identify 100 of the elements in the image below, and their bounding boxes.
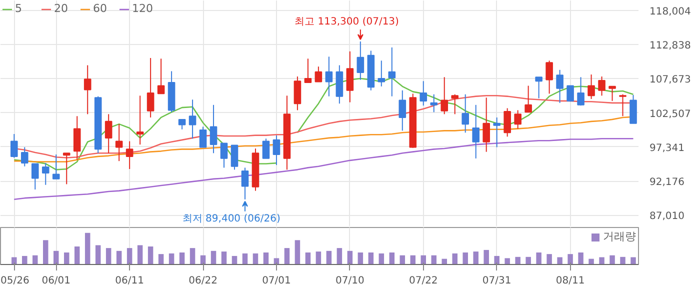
y-tick-label: 118,004 xyxy=(650,6,691,18)
bar xyxy=(179,252,185,264)
bar xyxy=(158,254,164,264)
bar xyxy=(610,255,615,264)
candlestick xyxy=(62,152,70,185)
bar xyxy=(504,258,510,264)
candlestick xyxy=(314,66,322,82)
candlestick xyxy=(178,118,186,130)
x-tick-label: 07/01 xyxy=(262,276,291,286)
candlestick xyxy=(598,76,606,96)
candlestick xyxy=(84,64,92,115)
bar xyxy=(74,246,80,264)
candlestick xyxy=(420,80,428,106)
candlestick xyxy=(577,76,584,106)
candlestick xyxy=(482,97,490,152)
x-tick-label: 08/11 xyxy=(556,276,585,286)
bar xyxy=(22,256,28,264)
x-tick-label: 06/01 xyxy=(42,276,71,286)
candlestick xyxy=(104,114,112,154)
bar xyxy=(536,252,542,264)
candlestick xyxy=(52,154,60,180)
annotation: 최저 89,400 (06/26) xyxy=(182,213,280,224)
candlestick xyxy=(188,99,196,140)
candlestick xyxy=(430,94,438,113)
legend-label: 20 xyxy=(54,2,69,15)
bar xyxy=(336,248,342,264)
candlestick xyxy=(524,85,532,113)
candlestick xyxy=(504,108,511,138)
bar xyxy=(389,252,395,264)
bar xyxy=(599,257,604,264)
bar xyxy=(546,254,552,264)
candlestick xyxy=(472,104,480,159)
bar xyxy=(294,240,300,264)
bar xyxy=(588,258,594,264)
bar xyxy=(630,257,636,264)
bar xyxy=(43,240,48,264)
bar xyxy=(12,257,17,264)
y-tick-label: 102,507 xyxy=(650,108,691,120)
bar xyxy=(190,248,196,264)
candlestick xyxy=(262,138,270,159)
candlestick xyxy=(220,142,228,168)
candlestick xyxy=(388,46,396,97)
candlestick xyxy=(157,58,165,94)
bar xyxy=(64,252,70,264)
candlestick xyxy=(325,56,333,97)
y-tick-label: 92,176 xyxy=(650,177,684,188)
x-tick-label: 07/31 xyxy=(482,276,512,286)
legend-label: 5 xyxy=(15,2,23,15)
candlestick xyxy=(398,90,406,132)
bar xyxy=(494,256,500,264)
legend-label: 60 xyxy=(93,2,108,15)
bar xyxy=(358,252,364,264)
bar xyxy=(263,252,269,264)
candlestick xyxy=(630,94,637,124)
bar xyxy=(252,253,258,264)
bar xyxy=(442,258,447,264)
bar xyxy=(473,252,478,264)
candlestick xyxy=(440,76,448,115)
bar xyxy=(210,250,216,264)
bar xyxy=(106,248,112,264)
candlestick xyxy=(546,60,553,94)
bar xyxy=(84,232,90,264)
bar xyxy=(116,250,122,264)
bar xyxy=(557,257,562,264)
candlestick xyxy=(535,76,542,99)
y-tick-label: 112,838 xyxy=(650,40,691,52)
bar xyxy=(221,252,227,264)
x-tick-label: 05/26 xyxy=(0,276,30,286)
bar xyxy=(95,245,101,264)
bar xyxy=(32,255,38,264)
candlestick xyxy=(199,126,207,148)
bar xyxy=(484,250,489,264)
line-series xyxy=(13,138,634,200)
candlestick xyxy=(126,140,134,170)
candlestick xyxy=(608,86,616,102)
bar xyxy=(316,252,322,264)
candlestick xyxy=(272,134,280,166)
candlestick xyxy=(210,104,218,154)
candlestick xyxy=(115,124,123,162)
bar xyxy=(284,248,290,264)
candlestick xyxy=(31,163,39,190)
candlestick xyxy=(42,162,50,186)
y-tick-label: 87,010 xyxy=(650,211,684,222)
candlestick xyxy=(230,144,238,170)
bar xyxy=(242,253,248,264)
x-tick-label: 07/10 xyxy=(336,276,364,286)
x-tick-label: 06/11 xyxy=(115,276,144,286)
bar xyxy=(137,245,143,264)
candlestick xyxy=(294,76,302,111)
bar xyxy=(378,253,384,264)
x-tick-label: 06/22 xyxy=(188,276,218,286)
bar xyxy=(126,248,132,264)
y-tick-label: 107,673 xyxy=(650,74,691,86)
candlestick xyxy=(493,116,500,148)
candlestick xyxy=(619,94,626,117)
bar xyxy=(620,256,626,264)
candlestick xyxy=(136,95,144,146)
legend-label: 거래량 xyxy=(603,229,636,244)
bar xyxy=(305,252,311,264)
candlestick xyxy=(462,94,470,134)
